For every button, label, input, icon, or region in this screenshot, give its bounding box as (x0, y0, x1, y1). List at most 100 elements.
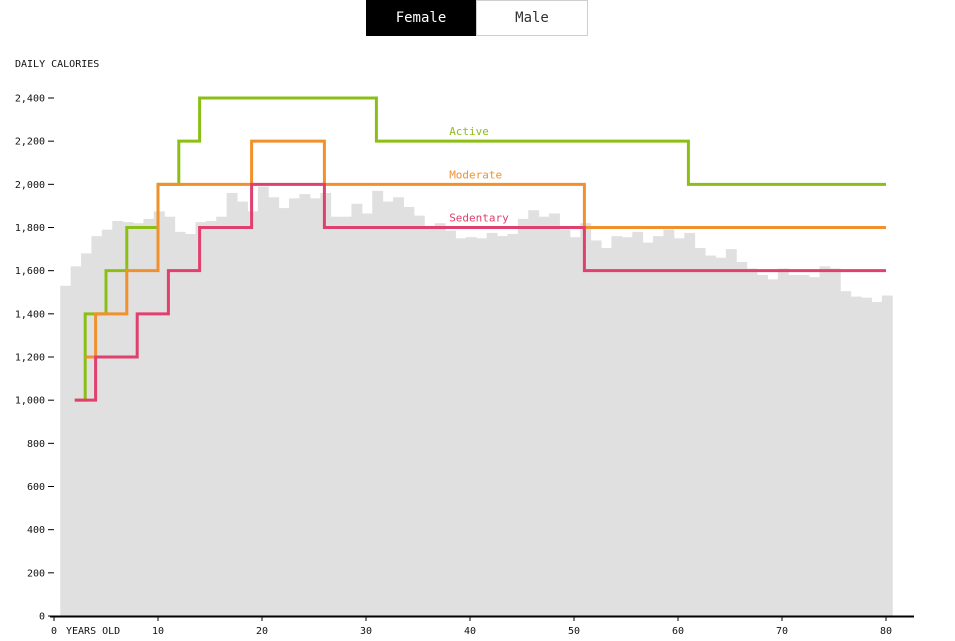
histogram-bar (216, 216, 228, 616)
y-tick-label: 200 (27, 568, 45, 579)
y-tick-label: 1,000 (15, 396, 45, 407)
y-axis: 0 200 400 600 800 1,000 1,200 1,400 1,600 1,800 2,… (15, 94, 54, 623)
x-tick-label: 20 (256, 626, 268, 637)
histogram-bar (455, 238, 467, 617)
histogram-bar (289, 198, 300, 617)
histogram-bar (819, 266, 831, 616)
histogram-bar (559, 229, 571, 616)
series-label-moderate: Moderate (449, 168, 502, 181)
histogram-bar (382, 201, 394, 616)
histogram-bar (590, 240, 602, 616)
histogram-bar (247, 211, 259, 616)
x-tick-label: 0 (51, 626, 57, 637)
histogram-bar (205, 221, 217, 616)
series-lines (74, 96, 886, 402)
histogram-bar (299, 194, 311, 617)
histogram-bar (143, 218, 155, 616)
histogram-bar (632, 231, 644, 616)
histogram-bar (486, 232, 498, 616)
histogram-bar (465, 237, 477, 616)
histogram-bar (861, 297, 872, 616)
y-tick-label: 2,000 (15, 180, 45, 191)
histogram-bar (403, 207, 415, 616)
histogram-bar (549, 213, 560, 616)
histogram-bar (871, 301, 883, 616)
y-tick-label: 1,600 (15, 266, 45, 277)
x-tick-label: 70 (776, 626, 788, 637)
histogram-bar (507, 233, 519, 617)
series-line-moderate (85, 139, 886, 359)
y-tick-label: 1,400 (15, 309, 45, 320)
histogram-bar (164, 216, 176, 616)
histogram-bar (351, 203, 363, 616)
female-button[interactable]: Female (366, 0, 476, 36)
histogram-bar (112, 221, 124, 616)
histogram-bar (881, 295, 893, 616)
series-line-sedentary (74, 182, 886, 402)
x-axis-label: YEARS OLD (66, 626, 120, 637)
histogram-bar (413, 215, 425, 616)
histogram-bar (663, 229, 675, 616)
histogram-bar (174, 231, 186, 616)
histogram-bar (757, 274, 768, 616)
histogram-bar (611, 236, 623, 616)
series-label-active: Active (449, 125, 489, 138)
histogram-bar (705, 255, 716, 616)
histogram-bar (185, 233, 196, 617)
y-tick-label: 0 (39, 612, 45, 623)
histogram-bar (736, 262, 748, 616)
x-tick-label: 10 (152, 626, 164, 637)
histogram-bar (715, 257, 727, 616)
histogram-bar (122, 222, 134, 616)
histogram-bar (372, 190, 384, 616)
histogram-bar (642, 242, 654, 617)
histogram-bar (476, 238, 488, 617)
histogram-bar (237, 201, 248, 616)
histogram-bar (809, 277, 820, 616)
histogram-bar (840, 291, 852, 616)
series-label-sedentary: Sedentary (449, 212, 509, 225)
y-tick-label: 800 (27, 439, 45, 450)
histogram-bar (725, 249, 737, 616)
y-tick-label: 1,800 (15, 223, 45, 234)
gender-toggle: Female Male (366, 0, 588, 36)
histogram-bar (434, 223, 446, 616)
y-tick-label: 400 (27, 525, 45, 536)
x-tick-label: 80 (880, 626, 892, 637)
histogram-bar (653, 236, 664, 616)
x-axis: 0 10 20 30 40 50 60 70 80 YEARS OLD (50, 615, 914, 637)
histogram-bar (60, 285, 72, 616)
histogram-bar (81, 253, 92, 616)
male-button[interactable]: Male (476, 0, 588, 36)
histogram-bar (569, 237, 581, 616)
histogram-bar (91, 236, 103, 616)
histogram-bar (777, 268, 789, 616)
histogram-bar (330, 216, 342, 616)
histogram-bar (580, 223, 592, 616)
histogram-bar (673, 238, 685, 617)
histogram-bar (746, 268, 758, 616)
histogram-bar (257, 186, 269, 617)
y-tick-label: 2,400 (15, 94, 45, 105)
histogram-bar (538, 216, 550, 616)
histogram-bar (70, 266, 82, 616)
y-tick-label: 600 (27, 482, 45, 493)
histogram-bar (517, 218, 529, 616)
histogram-bar (393, 197, 404, 616)
histogram-bar (788, 274, 800, 616)
histogram-bar (424, 228, 436, 616)
histogram-bar (497, 236, 508, 616)
histogram-bar (798, 274, 810, 616)
histogram-bar (153, 211, 165, 616)
histogram-bar (829, 268, 841, 616)
histogram-bar (278, 208, 290, 616)
histogram-bar (195, 222, 207, 616)
histogram-bar (767, 279, 779, 616)
histogram-bar (621, 237, 633, 616)
histogram-bar (850, 296, 862, 616)
histogram-bar (268, 197, 280, 616)
histogram-bar (133, 223, 144, 616)
series-labels: Active Moderate Sedentary (449, 125, 509, 224)
x-tick-label: 60 (672, 626, 684, 637)
